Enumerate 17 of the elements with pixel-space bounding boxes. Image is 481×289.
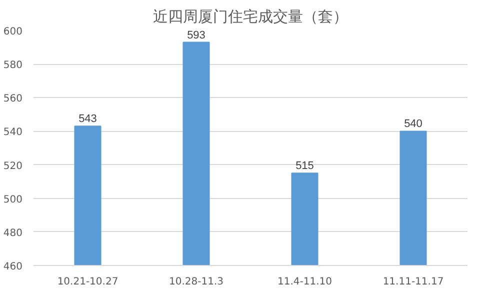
data-label: 543: [78, 113, 97, 126]
y-tick-label: 520: [3, 160, 23, 172]
y-tick-label: 480: [3, 228, 23, 239]
y-tick-label: 500: [3, 194, 23, 206]
y-tick-label: 580: [3, 60, 23, 72]
data-label: 593: [187, 29, 206, 42]
x-tick-label: 10.28-11.3: [169, 276, 224, 288]
y-tick-label: 600: [3, 26, 23, 38]
y-tick-label: 460: [3, 262, 23, 272]
data-label: 515: [296, 160, 314, 172]
y-tick-label: 540: [3, 127, 23, 138]
x-tick-label: 11.11-11.17: [382, 276, 444, 288]
data-label: 540: [404, 118, 422, 130]
y-tick-label: 560: [3, 94, 23, 105]
x-tick-label: 11.4-11.10: [278, 276, 332, 288]
x-tick-label: 10.21-10.27: [57, 276, 118, 288]
chart-title: 近四周厦门住宅成交量（套）: [153, 8, 348, 26]
